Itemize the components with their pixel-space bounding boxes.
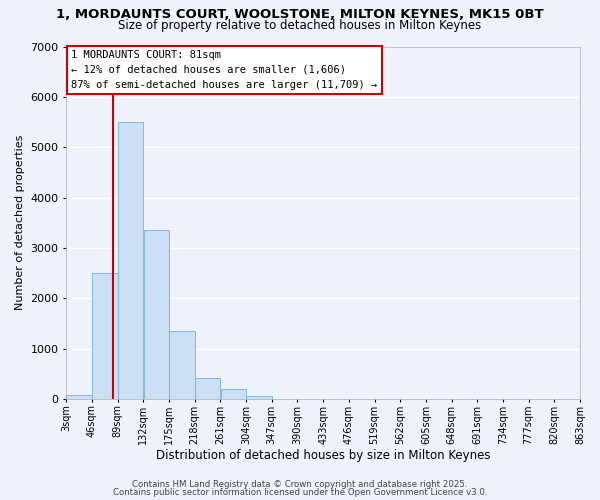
- Bar: [195, 378, 220, 399]
- Text: Size of property relative to detached houses in Milton Keynes: Size of property relative to detached ho…: [118, 18, 482, 32]
- Bar: [118, 122, 143, 399]
- Text: 1, MORDAUNTS COURT, WOOLSTONE, MILTON KEYNES, MK15 0BT: 1, MORDAUNTS COURT, WOOLSTONE, MILTON KE…: [56, 8, 544, 20]
- Bar: [221, 390, 246, 399]
- Text: 1 MORDAUNTS COURT: 81sqm
← 12% of detached houses are smaller (1,606)
87% of sem: 1 MORDAUNTS COURT: 81sqm ← 12% of detach…: [71, 50, 378, 90]
- Y-axis label: Number of detached properties: Number of detached properties: [15, 135, 25, 310]
- Text: Contains public sector information licensed under the Open Government Licence v3: Contains public sector information licen…: [113, 488, 487, 497]
- X-axis label: Distribution of detached houses by size in Milton Keynes: Distribution of detached houses by size …: [156, 450, 490, 462]
- Bar: [67, 395, 92, 399]
- Bar: [246, 396, 272, 399]
- Bar: [143, 230, 169, 399]
- Bar: [169, 331, 194, 399]
- Text: Contains HM Land Registry data © Crown copyright and database right 2025.: Contains HM Land Registry data © Crown c…: [132, 480, 468, 489]
- Bar: [92, 273, 118, 399]
